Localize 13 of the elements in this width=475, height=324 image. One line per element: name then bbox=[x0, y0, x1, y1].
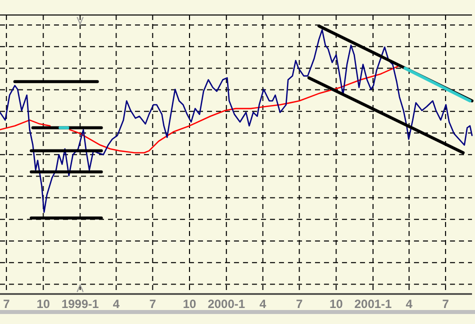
x-tick-label: 10 bbox=[329, 297, 344, 311]
x-tick-label: 7 bbox=[149, 297, 156, 311]
x-tick-label: 4 bbox=[112, 297, 120, 311]
x-tick-label: 10 bbox=[36, 297, 50, 311]
x-tick-label: 4 bbox=[260, 297, 266, 311]
x-tick-label: 4 bbox=[406, 297, 413, 311]
x-tick-label: 7 bbox=[296, 297, 303, 311]
x-tick-label: 7 bbox=[3, 297, 10, 311]
x-tick-label: 2000-1 bbox=[208, 297, 246, 311]
x-tick-label: 7 bbox=[442, 297, 450, 311]
x-tick-label: 2001-1 bbox=[354, 297, 392, 311]
x-tick-label: 1999-1 bbox=[61, 297, 100, 311]
x-tick-label: 10 bbox=[182, 297, 197, 311]
